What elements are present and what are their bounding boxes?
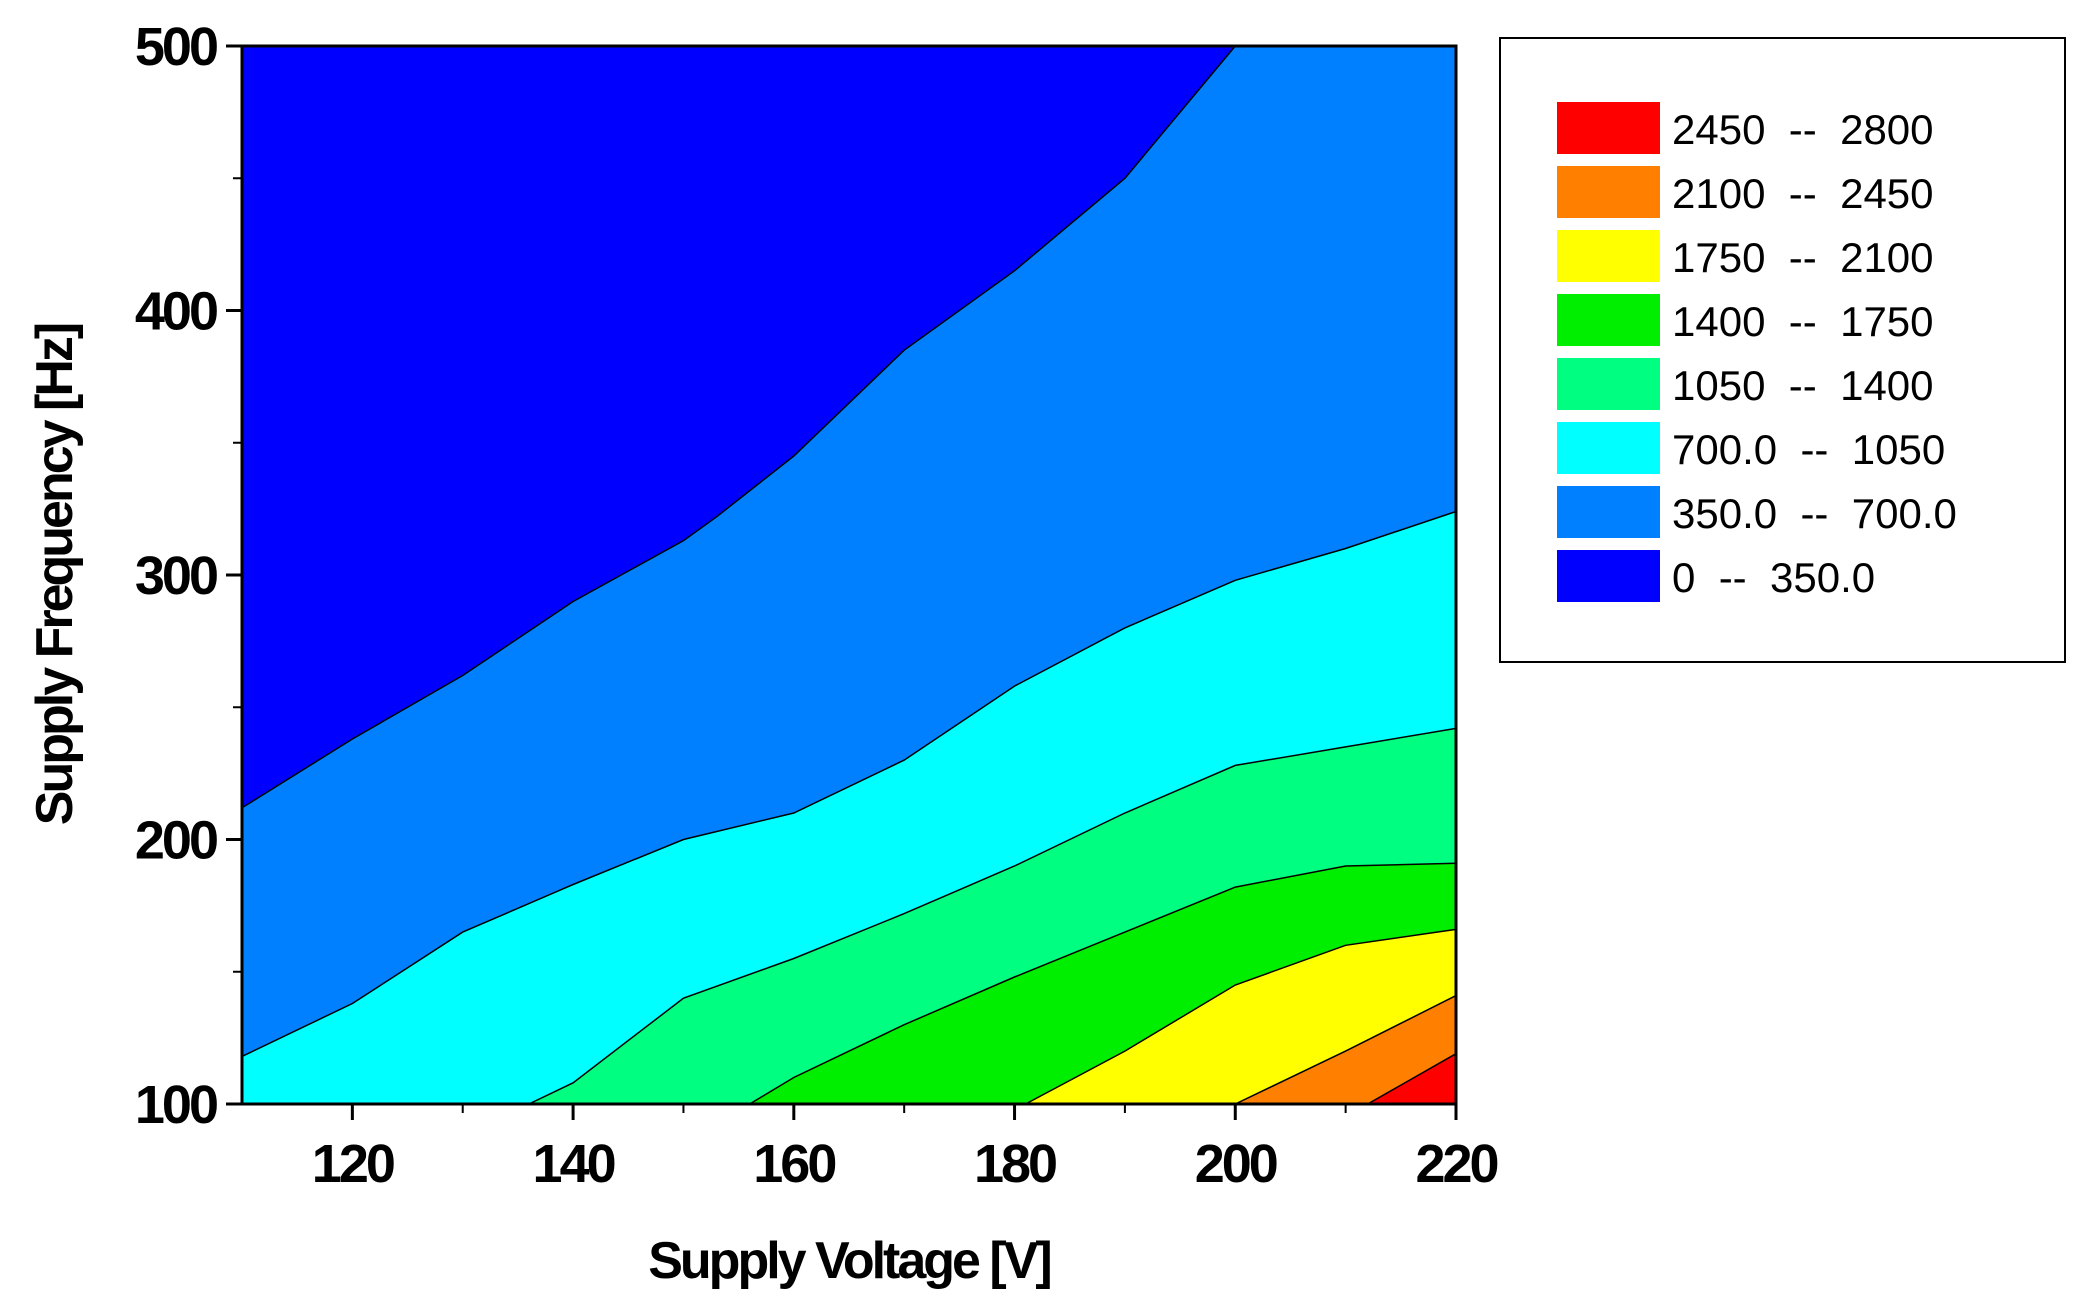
contour-line-1750 bbox=[1025, 928, 1457, 1105]
legend-swatch bbox=[1557, 166, 1660, 218]
contour-line-2100 bbox=[1234, 994, 1457, 1105]
legend-label: 1400 -- 1750 bbox=[1672, 298, 1934, 345]
x-tick-label: 140 bbox=[533, 1134, 615, 1194]
legend-label: 2100 -- 2450 bbox=[1672, 170, 1934, 217]
contour-line-1050 bbox=[528, 727, 1457, 1105]
y-axis-title: Supply Frequency [Hz] bbox=[26, 324, 84, 825]
legend: 2450 -- 2800 2100 -- 2450 1750 -- 2100 1400… bbox=[1499, 37, 2066, 663]
legend-swatch bbox=[1557, 230, 1660, 282]
legend-swatch bbox=[1557, 358, 1660, 410]
contour-fills bbox=[242, 46, 1456, 1104]
x-tick-label: 120 bbox=[312, 1134, 394, 1194]
contour-line-700 bbox=[241, 510, 1457, 1058]
contour-line-350 bbox=[241, 45, 1236, 809]
x-tick-label: 200 bbox=[1195, 1134, 1277, 1194]
legend-swatch bbox=[1557, 486, 1660, 538]
x-tick-label: 160 bbox=[753, 1134, 835, 1194]
legend-label: 1050 -- 1400 bbox=[1672, 362, 1934, 409]
y-tick-label: 400 bbox=[135, 282, 217, 342]
contour-lines bbox=[241, 45, 1457, 1105]
y-tick-label: 500 bbox=[135, 17, 217, 77]
legend-label: 0 -- 350.0 bbox=[1672, 554, 1875, 601]
legend-swatch bbox=[1557, 294, 1660, 346]
contour-line-1400 bbox=[749, 862, 1457, 1105]
legend-swatch bbox=[1557, 550, 1660, 602]
contour-line-2450 bbox=[1367, 1053, 1457, 1105]
band-2100 bbox=[1235, 995, 1456, 1104]
y-tick-label: 100 bbox=[135, 1075, 217, 1135]
legend-label: 700.0 -- 1050 bbox=[1672, 426, 1945, 473]
x-tick-label: 180 bbox=[974, 1134, 1056, 1194]
y-tick-label: 300 bbox=[135, 546, 217, 606]
legend-label: 1750 -- 2100 bbox=[1672, 234, 1934, 281]
x-axis-title: Supply Voltage [V] bbox=[648, 1232, 1050, 1290]
y-tick-label: 200 bbox=[135, 811, 217, 871]
legend-swatch bbox=[1557, 422, 1660, 474]
axis-ticks bbox=[226, 44, 1458, 1120]
x-tick-label: 220 bbox=[1415, 1134, 1497, 1194]
legend-swatch bbox=[1557, 102, 1660, 154]
legend-label: 350.0 -- 700.0 bbox=[1672, 490, 1957, 537]
tick-labels: 120 140 160 180 200 220 100 200 300 400 500 bbox=[135, 17, 1501, 1194]
legend-label: 2450 -- 2800 bbox=[1672, 106, 1934, 153]
